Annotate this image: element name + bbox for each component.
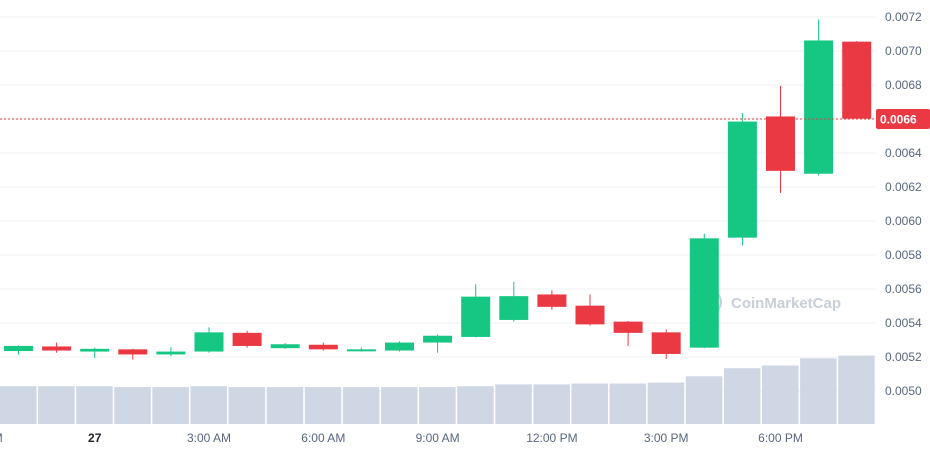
y-tick-label: 0.0070 [885, 44, 922, 58]
current-price-tag: 0.0066 [876, 109, 930, 129]
candle-body [42, 346, 72, 351]
volume-bar [838, 355, 875, 424]
volume-bar [762, 365, 799, 424]
candle-body [423, 335, 453, 343]
volume-bar [647, 382, 685, 424]
current-price-label: 0.0066 [880, 113, 917, 127]
y-tick-label: 0.0060 [885, 214, 922, 228]
y-tick-label: 0.0056 [885, 282, 922, 296]
volume-bars [0, 355, 875, 424]
volume-bar [152, 387, 189, 424]
volume-bar [38, 386, 75, 424]
volume-bar [342, 387, 380, 424]
candle-body [156, 351, 186, 355]
volume-bar [495, 384, 532, 424]
candle-body [804, 40, 834, 174]
candle-body [689, 238, 719, 348]
x-tick-label: 9:00 PM [0, 431, 3, 445]
x-tick-label: 27 [88, 431, 102, 445]
volume-bar [571, 383, 608, 424]
candle-body [651, 332, 681, 354]
x-axis: 9:00 PM 27 3:00 AM 6:00 AM 9:00 AM 12:00 PM 3:… [0, 431, 803, 445]
candle-body [499, 296, 529, 320]
y-axis: 0.0050 0.0052 0.0054 0.0056 0.0058 0.0060 0.00… [885, 10, 922, 398]
grid-layer [0, 16, 876, 392]
volume-bar [190, 386, 227, 424]
current-price-tag-bg [876, 109, 930, 129]
volume-bar [114, 387, 151, 424]
candles [4, 19, 872, 360]
x-tick-label: 9:00 AM [416, 431, 460, 445]
volume-bar [266, 387, 304, 424]
volume-bar [685, 376, 723, 424]
candle-body [232, 332, 262, 346]
candle-body [613, 321, 643, 333]
volume-bar [228, 387, 266, 424]
volume-bar [533, 384, 570, 424]
candle-body [461, 296, 491, 337]
volume-bar [457, 386, 494, 424]
volume-bar [381, 387, 418, 424]
candle-body [4, 345, 33, 352]
x-tick-label: 3:00 AM [187, 431, 231, 445]
y-tick-label: 0.0064 [885, 146, 922, 160]
y-tick-label: 0.0052 [885, 350, 922, 364]
candle-body [118, 349, 148, 355]
y-tick-label: 0.0062 [885, 180, 922, 194]
volume-bar [0, 386, 37, 424]
volume-bar [76, 386, 113, 424]
candle-body [346, 349, 376, 352]
candle-body [766, 116, 795, 171]
candle-body [270, 344, 300, 349]
volume-bar [304, 387, 342, 424]
x-tick-label: 12:00 PM [526, 431, 577, 445]
volume-bar [723, 368, 761, 424]
y-tick-label: 0.0072 [885, 10, 922, 24]
y-tick-label: 0.0058 [885, 248, 922, 262]
candle-body [80, 348, 110, 352]
volume-bar [609, 383, 647, 424]
candle-body [727, 121, 757, 238]
x-tick-label: 3:00 PM [644, 431, 689, 445]
watermark-text: CoinMarketCap [731, 295, 841, 312]
y-tick-label: 0.0068 [885, 78, 922, 92]
volume-bar [419, 387, 456, 424]
y-tick-label: 0.0054 [885, 316, 922, 330]
watermark: CoinMarketCap [697, 289, 841, 315]
y-tick-label: 0.0050 [885, 384, 922, 398]
candle-body [842, 41, 872, 119]
candle-body [308, 344, 338, 350]
candle-body [537, 294, 567, 307]
candle-body [385, 342, 414, 351]
x-tick-label: 6:00 PM [758, 431, 803, 445]
volume-bar [800, 358, 837, 424]
candle-body [575, 305, 605, 325]
candle-body [194, 332, 224, 352]
x-tick-label: 6:00 AM [301, 431, 345, 445]
